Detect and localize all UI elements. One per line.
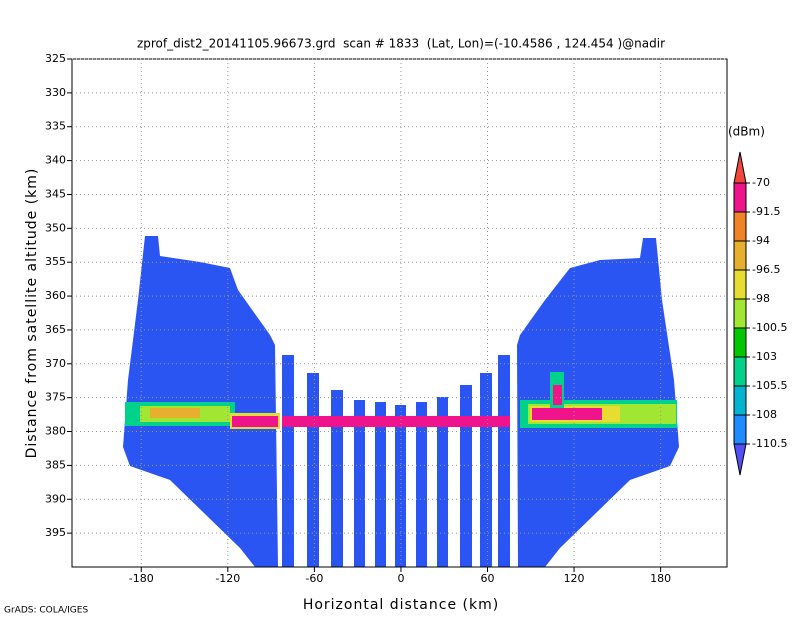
- footer: GrADS: COLA/IGES: [4, 606, 88, 616]
- field-band: [532, 408, 602, 420]
- y-tick-label: 325: [45, 52, 66, 65]
- colorbar-cap: [733, 443, 747, 476]
- colorbar-box: [733, 182, 747, 213]
- field-stripe: [498, 355, 510, 567]
- colorbar-label: -96.5: [752, 263, 780, 276]
- field-band: [150, 408, 200, 418]
- field-left: [123, 236, 278, 567]
- field-stripe: [354, 400, 365, 567]
- y-tick-label: 390: [45, 492, 66, 505]
- radar-field: [123, 236, 679, 567]
- colorbar-label: -103: [752, 350, 777, 363]
- x-tick-label: -60: [305, 572, 323, 585]
- y-tick-label: 370: [45, 357, 66, 370]
- colorbar-label: (dBm): [728, 125, 765, 139]
- y-tick-label: 385: [45, 458, 66, 471]
- colorbar-box: [733, 240, 747, 271]
- colorbar-label: -110.5: [752, 437, 787, 450]
- y-tick-label: 340: [45, 154, 66, 167]
- field-stripe: [307, 373, 319, 567]
- field-stripe: [460, 385, 472, 567]
- colorbar-box: [733, 269, 747, 300]
- y-tick-label: 350: [45, 221, 66, 234]
- field-stripe: [395, 405, 406, 567]
- x-tick-label: 180: [650, 572, 671, 585]
- y-tick-label: 375: [45, 391, 66, 404]
- field-stripe: [331, 390, 343, 567]
- y-axis-label: Distance from satellite altitude (km): [24, 168, 40, 459]
- plot-frame: [71, 58, 728, 568]
- field-band: [232, 416, 278, 427]
- field-band: [553, 385, 562, 405]
- field-stripe: [375, 402, 386, 567]
- colorbar-label: -105.5: [752, 379, 787, 392]
- colorbar-box: [733, 414, 747, 445]
- x-tick-label: -120: [215, 572, 240, 585]
- y-tick-label: 365: [45, 323, 66, 336]
- colorbar-label: -91.5: [752, 205, 780, 218]
- x-tick-label: 120: [564, 572, 585, 585]
- colorbar-label: -70: [752, 176, 770, 189]
- field-stripe: [480, 373, 492, 567]
- y-tick-label: 335: [45, 120, 66, 133]
- field-stripe: [416, 402, 427, 567]
- colorbar-label: -100.5: [752, 321, 787, 334]
- colorbar-box: [733, 298, 747, 329]
- y-tick-label: 395: [45, 526, 66, 539]
- y-tick-label: 355: [45, 255, 66, 268]
- field-stripe: [282, 355, 294, 567]
- colorbar-cap: [733, 151, 747, 184]
- y-tick-label: 330: [45, 86, 66, 99]
- y-tick-label: 380: [45, 425, 66, 438]
- colorbar-label: -98: [752, 292, 770, 305]
- field-stripe: [437, 397, 448, 567]
- x-tick-label: -180: [129, 572, 154, 585]
- colorbar-label: -108: [752, 408, 777, 421]
- colorbar-box: [733, 327, 747, 358]
- colorbar-box: [733, 356, 747, 387]
- chart-title: zprof_dist2_20141105.96673.grd scan # 18…: [137, 37, 665, 51]
- colorbar-box: [733, 211, 747, 242]
- x-tick-label: 60: [481, 572, 495, 585]
- y-tick-label: 345: [45, 187, 66, 200]
- y-tick-label: 360: [45, 289, 66, 302]
- colorbar-box: [733, 385, 747, 416]
- x-tick-label: 0: [397, 572, 404, 585]
- colorbar-label: -94: [752, 234, 770, 247]
- x-axis-label: Horizontal distance (km): [303, 597, 499, 613]
- field-band: [282, 416, 510, 427]
